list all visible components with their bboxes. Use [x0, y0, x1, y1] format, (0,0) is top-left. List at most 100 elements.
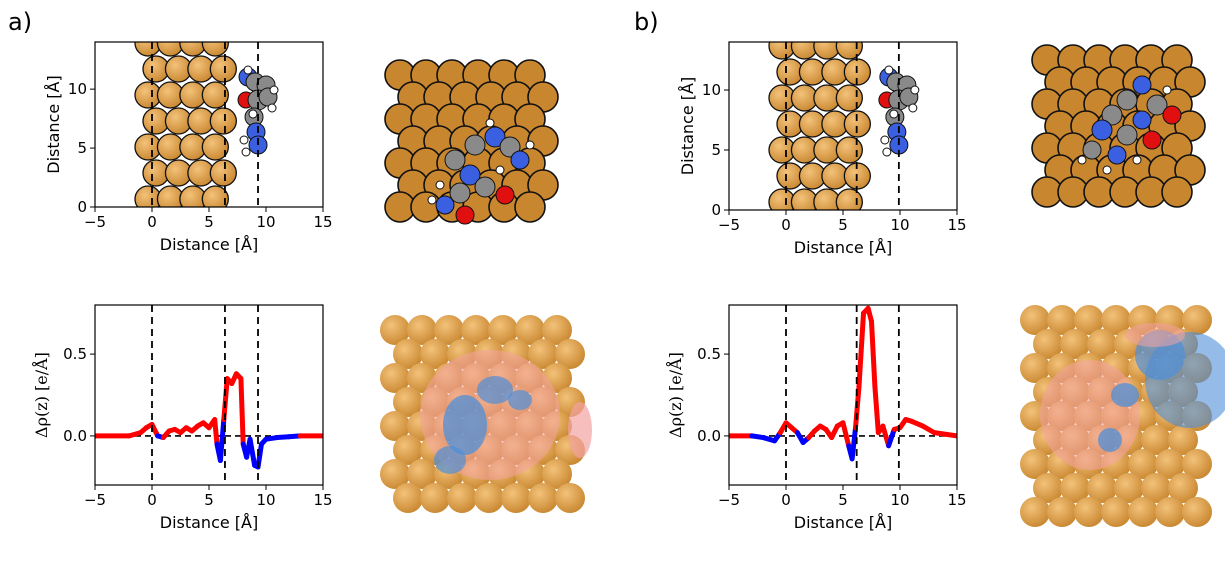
x-tick-label: −5	[84, 213, 106, 231]
copper-atom	[1101, 497, 1131, 527]
copper-atom	[843, 110, 871, 138]
copper-atom	[1047, 497, 1077, 527]
atom	[435, 180, 445, 190]
x-tick-label: 10	[890, 216, 909, 234]
copper-atom	[1020, 449, 1050, 479]
atom	[1146, 94, 1168, 116]
copper-atom	[1020, 305, 1050, 335]
atom	[1142, 130, 1162, 150]
copper-atom	[1128, 497, 1158, 527]
axes-frame	[94, 304, 324, 486]
x-tick-label: −5	[718, 216, 740, 234]
isosurface-lobe	[1125, 323, 1185, 347]
density-segment	[221, 376, 230, 423]
panel-label-a: a)	[8, 8, 32, 36]
y-axis-label: Distance [Å]	[678, 77, 697, 175]
x-tick-label: 15	[947, 216, 966, 234]
x-tick-label: 15	[313, 491, 332, 509]
copper-atom	[393, 435, 423, 465]
copper-atom	[201, 42, 229, 57]
copper-atom	[542, 459, 572, 489]
copper-atom	[1087, 329, 1117, 359]
adsorbed-molecule	[237, 65, 279, 157]
atom	[1116, 124, 1138, 146]
y-tick-label: 5	[77, 139, 87, 157]
x-tick-label: 15	[313, 213, 332, 231]
density-segment	[217, 417, 227, 463]
top-view-structure-b	[1031, 44, 1206, 208]
isosurface-lobe	[434, 446, 466, 474]
copper-atom	[835, 42, 863, 60]
atom	[267, 103, 277, 113]
atom	[248, 109, 258, 119]
atom	[1132, 110, 1152, 130]
copper-atom	[380, 411, 410, 441]
atom	[1116, 89, 1138, 111]
density-segment	[931, 430, 957, 439]
atom	[464, 134, 486, 156]
isosurface-image-b	[1020, 305, 1225, 527]
copper-atom	[1128, 449, 1158, 479]
atom	[1132, 155, 1142, 165]
isosurface-image-a	[380, 315, 592, 513]
x-axis-label: Distance [Å]	[794, 238, 892, 257]
atom	[1082, 140, 1102, 160]
x-tick-label: 0	[147, 491, 157, 509]
atom	[495, 165, 505, 175]
copper-atom	[407, 315, 437, 345]
x-tick-label: 5	[204, 491, 214, 509]
copper-atom	[1182, 305, 1212, 335]
copper-atom	[1141, 473, 1171, 503]
copper-atom	[1168, 473, 1198, 503]
copper-atom	[1020, 497, 1050, 527]
copper-slab	[768, 42, 871, 210]
copper-atom	[1101, 305, 1131, 335]
y-tick-label: 10	[68, 80, 87, 98]
copper-atom	[515, 315, 545, 345]
plot-area	[95, 305, 323, 485]
copper-atom	[461, 315, 491, 345]
copper-atom	[835, 84, 863, 112]
atom	[1162, 105, 1182, 125]
x-tick-label: 0	[781, 491, 791, 509]
copper-atom	[1074, 305, 1104, 335]
copper-atom	[1074, 497, 1104, 527]
x-tick-label: 10	[890, 491, 909, 509]
copper-atom	[528, 483, 558, 513]
density-segment	[856, 310, 867, 390]
isosurface-lobe	[443, 395, 487, 455]
copper-atom	[555, 339, 585, 369]
x-tick-label: 5	[838, 216, 848, 234]
copper-atom	[1060, 329, 1090, 359]
x-tick-label: 5	[204, 213, 214, 231]
copper-atom	[1182, 449, 1212, 479]
copper-atom	[209, 159, 237, 187]
atom	[239, 135, 249, 145]
atom	[427, 195, 437, 205]
copper-atom	[835, 188, 863, 210]
copper-atom	[201, 133, 229, 161]
copper-atom	[1114, 473, 1144, 503]
atom	[269, 85, 279, 95]
copper-atom	[209, 55, 237, 83]
y-tick-label: 0.0	[697, 427, 721, 445]
y-tick-label: 0.5	[63, 345, 87, 363]
atom	[910, 85, 920, 95]
x-tick-label: 0	[781, 216, 791, 234]
atom	[1162, 85, 1172, 95]
isosurface-lobe	[1040, 360, 1140, 470]
copper-atom	[1182, 497, 1212, 527]
atom	[484, 126, 506, 148]
x-tick-label: −5	[84, 491, 106, 509]
copper-atom	[474, 483, 504, 513]
plot-area	[134, 42, 279, 207]
y-tick-label: 10	[702, 81, 721, 99]
top-view-structure-a	[384, 59, 559, 225]
copper-atom	[1060, 473, 1090, 503]
copper-atom	[501, 483, 531, 513]
plot-area	[768, 42, 920, 210]
atom	[459, 164, 481, 186]
atom	[449, 182, 471, 204]
